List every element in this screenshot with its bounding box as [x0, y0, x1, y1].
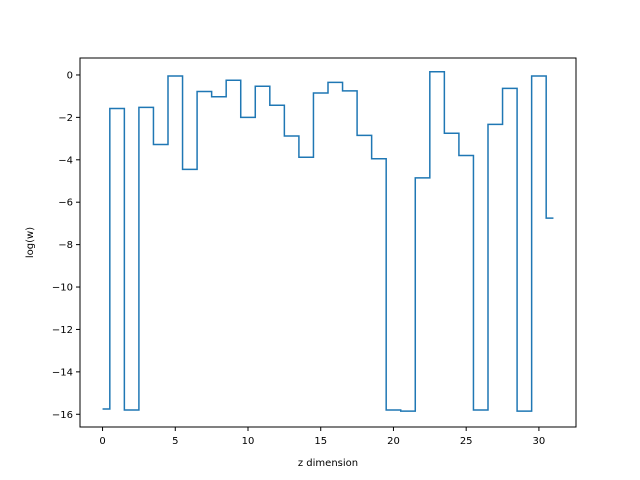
y-axis-label: log(w): [25, 227, 36, 258]
y-tick-label: −2: [58, 113, 73, 124]
axes-frame: [79, 57, 577, 428]
x-axis-ticks: 0 5 10 15 20 25 30: [99, 427, 545, 447]
x-tick-label: 5: [172, 436, 178, 447]
y-tick-label: 0: [67, 70, 73, 81]
y-tick-label: −4: [58, 155, 73, 166]
x-tick-label: 30: [533, 436, 546, 447]
y-tick-label: −14: [52, 367, 73, 378]
x-tick-label: 25: [460, 436, 473, 447]
x-tick-label: 0: [99, 436, 105, 447]
y-axis-ticks: 0 −2 −4 −6 −8 −10 −12 −14 −16: [52, 70, 80, 421]
series-line: [102, 71, 554, 412]
x-tick-label: 10: [242, 436, 255, 447]
y-tick-label: −6: [58, 198, 73, 209]
plot-area: [102, 71, 554, 412]
x-tick-label: 20: [387, 436, 400, 447]
y-tick-label: −8: [58, 240, 73, 251]
y-tick-label: −16: [52, 410, 73, 421]
x-axis-label: z dimension: [298, 458, 358, 469]
x-tick-label: 15: [314, 436, 327, 447]
y-tick-label: −12: [52, 325, 73, 336]
y-tick-label: −10: [52, 283, 73, 294]
